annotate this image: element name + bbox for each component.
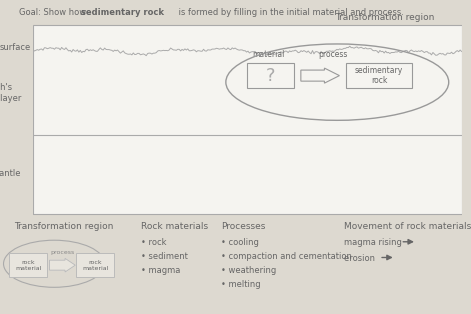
Text: sedimentary
rock: sedimentary rock	[355, 66, 403, 85]
Bar	[9, 253, 47, 277]
Text: process: process	[318, 50, 348, 59]
Text: • compaction and cementation: • compaction and cementation	[221, 252, 352, 261]
Text: material: material	[252, 50, 285, 59]
Text: rock
material: rock material	[82, 260, 108, 271]
Text: Rock materials: Rock materials	[141, 222, 209, 231]
Text: • cooling: • cooling	[221, 238, 259, 247]
Text: • melting: • melting	[221, 280, 261, 290]
Text: sedimentary rock: sedimentary rock	[81, 8, 164, 17]
Text: • sediment: • sediment	[141, 252, 188, 261]
Text: Transformation region: Transformation region	[14, 222, 114, 231]
Text: Movement of rock materials: Movement of rock materials	[344, 222, 471, 231]
Text: surface: surface	[0, 43, 31, 52]
Text: • rock: • rock	[141, 238, 167, 247]
FancyArrow shape	[301, 68, 340, 83]
Bar	[76, 253, 114, 277]
FancyArrow shape	[49, 258, 75, 272]
Text: rock
material: rock material	[15, 260, 41, 271]
Text: • magma: • magma	[141, 266, 181, 275]
Text: erosion: erosion	[344, 254, 377, 263]
Bar	[247, 63, 294, 88]
Text: Processes: Processes	[221, 222, 266, 231]
Text: • weathering: • weathering	[221, 266, 276, 275]
Text: is formed by filling in the initial material and process.: is formed by filling in the initial mate…	[176, 8, 404, 17]
Text: magma rising: magma rising	[344, 238, 404, 247]
Text: ?: ?	[266, 67, 276, 84]
Text: Goal: Show how: Goal: Show how	[19, 8, 89, 17]
Text: Transformation region: Transformation region	[335, 13, 434, 22]
Text: Earth's
outer layer: Earth's outer layer	[0, 84, 21, 103]
Text: mantle: mantle	[0, 169, 21, 178]
Bar	[346, 63, 412, 88]
Text: process: process	[50, 250, 74, 255]
